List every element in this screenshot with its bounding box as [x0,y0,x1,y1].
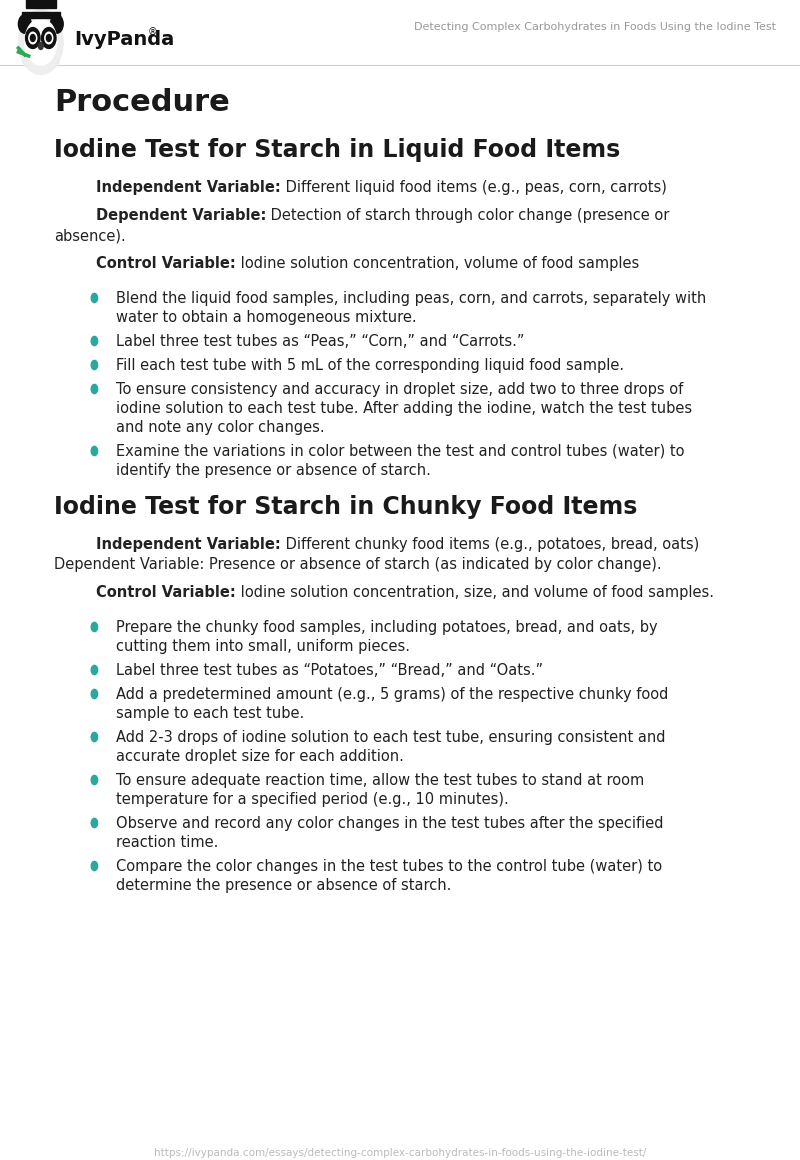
FancyBboxPatch shape [22,12,60,19]
Circle shape [91,818,98,827]
Circle shape [91,384,98,393]
Text: cutting them into small, uniform pieces.: cutting them into small, uniform pieces. [116,639,410,654]
Text: Iodine solution concentration, volume of food samples: Iodine solution concentration, volume of… [236,256,639,271]
Text: Prepare the chunky food samples, including potatoes, bread, and oats, by: Prepare the chunky food samples, includi… [116,619,658,635]
Circle shape [91,293,98,303]
Text: To ensure consistency and accuracy in droplet size, add two to three drops of: To ensure consistency and accuracy in dr… [116,382,683,397]
Text: Independent Variable:: Independent Variable: [96,537,281,552]
Text: absence).: absence). [54,229,126,242]
Circle shape [46,35,51,42]
Circle shape [91,361,98,370]
Text: Control Variable:: Control Variable: [96,585,236,600]
Text: temperature for a specified period (e.g., 10 minutes).: temperature for a specified period (e.g.… [116,792,509,807]
Text: Iodine Test for Starch in Liquid Food Items: Iodine Test for Starch in Liquid Food It… [54,138,621,162]
Text: Detecting Complex Carbohydrates in Foods Using the Iodine Test: Detecting Complex Carbohydrates in Foods… [414,22,776,32]
Text: Blend the liquid food samples, including peas, corn, and carrots, separately wit: Blend the liquid food samples, including… [116,291,706,306]
Text: IvyPanda: IvyPanda [74,30,174,49]
Text: and note any color changes.: and note any color changes. [116,420,325,435]
Text: water to obtain a homogeneous mixture.: water to obtain a homogeneous mixture. [116,310,417,325]
FancyBboxPatch shape [22,51,59,63]
Text: Compare the color changes in the test tubes to the control tube (water) to: Compare the color changes in the test tu… [116,860,662,873]
Circle shape [29,32,37,44]
Text: reaction time.: reaction time. [116,835,218,850]
Text: Fill each test tube with 5 mL of the corresponding liquid food sample.: Fill each test tube with 5 mL of the cor… [116,358,624,374]
Text: Detection of starch through color change (presence or: Detection of starch through color change… [266,208,670,223]
Text: Procedure: Procedure [54,88,230,117]
Text: sample to each test tube.: sample to each test tube. [116,706,304,722]
FancyBboxPatch shape [26,0,56,8]
Circle shape [42,28,56,49]
Circle shape [25,19,57,65]
Text: Label three test tubes as “Peas,” “Corn,” and “Carrots.”: Label three test tubes as “Peas,” “Corn,… [116,334,525,349]
Text: Observe and record any color changes in the test tubes after the specified: Observe and record any color changes in … [116,815,663,831]
Circle shape [91,623,98,632]
Text: Examine the variations in color between the test and control tubes (water) to: Examine the variations in color between … [116,444,685,459]
Text: Different chunky food items (e.g., potatoes, bread, oats): Different chunky food items (e.g., potat… [281,537,699,552]
Circle shape [38,43,43,50]
Circle shape [91,336,98,346]
Text: accurate droplet size for each addition.: accurate droplet size for each addition. [116,749,404,764]
Circle shape [91,775,98,784]
Circle shape [91,732,98,741]
Text: Iodine Test for Starch in Chunky Food Items: Iodine Test for Starch in Chunky Food It… [54,495,638,519]
Text: identify the presence or absence of starch.: identify the presence or absence of star… [116,463,431,478]
Text: To ensure adequate reaction time, allow the test tubes to stand at room: To ensure adequate reaction time, allow … [116,773,644,788]
Text: Different liquid food items (e.g., peas, corn, carrots): Different liquid food items (e.g., peas,… [281,180,666,195]
Text: ®: ® [148,27,158,37]
Circle shape [18,9,63,74]
Text: Iodine solution concentration, size, and volume of food samples.: Iodine solution concentration, size, and… [236,585,714,600]
Text: Add 2-3 drops of iodine solution to each test tube, ensuring consistent and: Add 2-3 drops of iodine solution to each… [116,730,666,745]
Circle shape [30,35,35,42]
Circle shape [50,15,63,34]
Text: determine the presence or absence of starch.: determine the presence or absence of sta… [116,878,451,893]
Text: Label three test tubes as “Potatoes,” “Bread,” and “Oats.”: Label three test tubes as “Potatoes,” “B… [116,664,543,677]
Circle shape [91,689,98,698]
Circle shape [91,447,98,456]
Text: Dependent Variable:: Dependent Variable: [96,208,266,223]
Circle shape [91,862,98,871]
Circle shape [91,666,98,675]
Text: Independent Variable:: Independent Variable: [96,180,281,195]
Text: iodine solution to each test tube. After adding the iodine, watch the test tubes: iodine solution to each test tube. After… [116,401,692,416]
Circle shape [26,28,40,49]
Circle shape [18,15,31,34]
Text: Control Variable:: Control Variable: [96,256,236,271]
Text: Add a predetermined amount (e.g., 5 grams) of the respective chunky food: Add a predetermined amount (e.g., 5 gram… [116,687,668,702]
Circle shape [45,32,53,44]
Text: https://ivypanda.com/essays/detecting-complex-carbohydrates-in-foods-using-the-i: https://ivypanda.com/essays/detecting-co… [154,1148,646,1158]
Text: Dependent Variable: Presence or absence of starch (as indicated by color change): Dependent Variable: Presence or absence … [54,557,662,572]
